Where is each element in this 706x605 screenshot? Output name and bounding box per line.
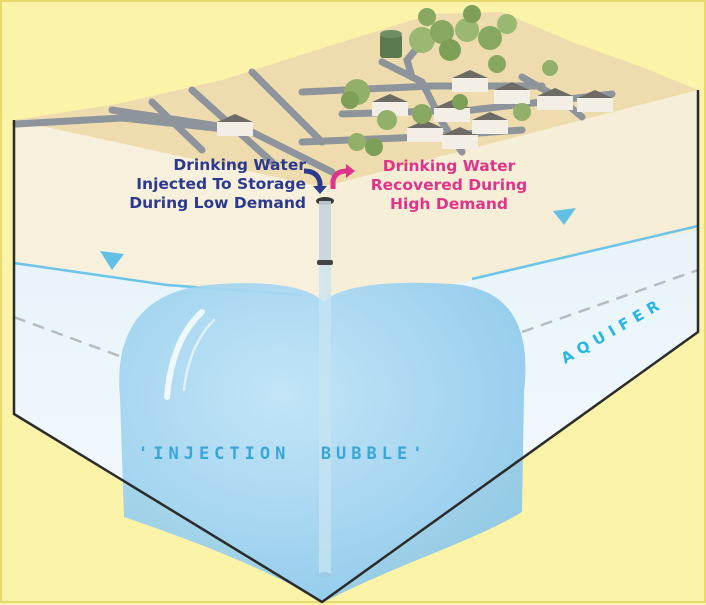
well-screen	[319, 263, 331, 575]
bubble-highlight	[164, 309, 205, 400]
well-seal	[317, 260, 333, 265]
up-arrow-icon	[330, 168, 348, 189]
confining-line-right	[521, 268, 699, 334]
block-outline	[12, 90, 700, 604]
water-table-line-right	[471, 224, 699, 281]
recovered-label-line-2: Recovered During	[370, 176, 528, 194]
recovered-label: Drinking Water Recovered During High Dem…	[354, 157, 544, 214]
recovered-label-line-1: Drinking Water	[382, 157, 516, 175]
water-tower	[380, 30, 402, 58]
bubble-highlight-2	[182, 318, 216, 392]
injected-label-line-3: During Low Demand	[129, 194, 306, 212]
water-table-marker-icon	[100, 251, 124, 270]
well-casing	[319, 201, 331, 263]
injection-bubble-label: 'INJECTION BUBBLE'	[138, 444, 427, 464]
injected-label: Drinking Water Injected To Storage Durin…	[106, 156, 306, 213]
houses	[217, 70, 613, 149]
down-arrow-icon	[303, 168, 323, 188]
water-table-marker-icon	[553, 208, 576, 225]
injected-label-line-2: Injected To Storage	[136, 175, 306, 193]
well-bottom	[319, 572, 331, 578]
trees	[341, 5, 558, 156]
injected-label-line-1: Drinking Water	[173, 156, 306, 174]
recovered-label-line-3: High Demand	[390, 195, 508, 213]
